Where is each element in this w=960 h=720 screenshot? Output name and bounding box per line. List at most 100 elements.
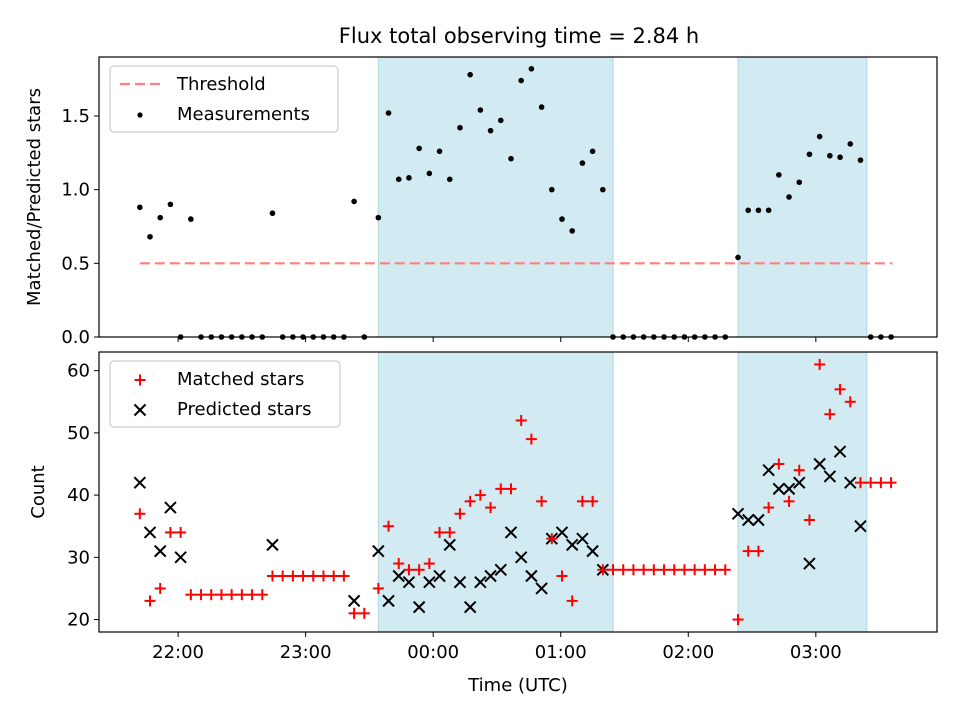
matched-star-marker (175, 526, 187, 538)
predicted-star-marker (133, 476, 147, 489)
y-tick-label: 1.5 (61, 106, 90, 127)
cross-stroke-b (484, 569, 497, 583)
predicted-star-marker (412, 600, 426, 614)
cross-stroke-b (844, 476, 857, 489)
cross-stroke-b (266, 538, 279, 552)
measurement-point (589, 148, 596, 155)
measurement-point (755, 207, 762, 214)
cross-stroke-b (833, 445, 847, 458)
matched-star-marker (454, 508, 466, 520)
measurement-point (847, 141, 854, 147)
cross-stroke-b (382, 594, 395, 608)
measurement-point (745, 207, 752, 214)
measurement-point (457, 124, 463, 131)
matched-star-marker (185, 589, 197, 601)
matched-star-marker (383, 520, 395, 532)
matched-star-marker (215, 589, 227, 601)
matched-star-marker (752, 545, 764, 557)
bottom-panel: 20 30 40 50 60 22:00 23:00 00:00 01:00 02:00 03:0… (28, 351, 938, 696)
measurement-point (188, 216, 194, 222)
x-axis-label: Time (UTC) (467, 675, 568, 696)
matched-star-marker (607, 564, 619, 576)
predicted-star-marker (382, 594, 395, 608)
legend-predicted-label: Predicted stars (177, 399, 311, 420)
predicted-star-marker (752, 513, 765, 527)
bottom-legend: Matched stars Predicted stars (109, 360, 341, 428)
top-axes-frame (98, 56, 938, 338)
matched-star-marker (648, 564, 660, 576)
legend-predicted-swatch (133, 403, 147, 417)
predicted-star-marker (402, 576, 416, 589)
matched-star-marker (658, 564, 670, 576)
measurement-point (549, 186, 555, 193)
predicted-star-marker (504, 526, 518, 539)
matched-star-marker (393, 558, 405, 570)
matched-star-marker (505, 483, 517, 495)
matched-star-marker (719, 564, 731, 576)
matched-star-marker (576, 495, 588, 507)
predicted-star-marker (803, 557, 816, 570)
observing-span (737, 56, 868, 338)
predicted-star-marker (525, 569, 538, 583)
cross-stroke-b (423, 576, 436, 589)
measurement-point (477, 107, 484, 113)
bottom-legend-box (109, 360, 341, 428)
cross-stroke-b (772, 482, 786, 496)
measurement-point (167, 201, 174, 208)
matched-star-marker (515, 414, 527, 426)
matched-star-marker (154, 582, 166, 594)
matched-star-marker (668, 564, 680, 576)
predicted-star-marker (566, 538, 579, 552)
y-tick-label: 20 (67, 610, 90, 631)
measurement-point (406, 175, 412, 181)
y-tick-label: 1.0 (61, 180, 90, 201)
matched-star-marker (266, 570, 278, 582)
top-legend-box (109, 65, 339, 133)
matched-star-marker (732, 614, 744, 626)
matched-star-marker (536, 495, 548, 507)
matched-star-marker (875, 477, 887, 489)
matched-star-marker (525, 433, 537, 445)
cross-stroke-b (372, 544, 385, 558)
predicted-star-marker (823, 470, 837, 483)
y-tick-label: 0.0 (61, 327, 90, 348)
cross-stroke-b (742, 513, 755, 527)
cross-stroke-b (823, 470, 837, 483)
measurement-point (137, 204, 143, 211)
measurement-point (600, 186, 606, 193)
predicted-star-marker (143, 526, 157, 539)
measurement-point (497, 117, 504, 124)
cross-stroke-b (586, 544, 599, 558)
matched-star-marker (474, 489, 486, 501)
matched-star-marker (803, 514, 815, 526)
legend-matched-label: Matched stars (177, 369, 304, 390)
measurement-point (395, 176, 402, 183)
predicted-star-marker (514, 551, 528, 564)
cross-stroke-b (402, 576, 416, 589)
cross-stroke-b (793, 476, 806, 489)
matched-star-marker (444, 526, 456, 538)
measurement-points (137, 65, 894, 340)
predicted-star-marker (453, 576, 467, 589)
matched-star-marker (699, 564, 711, 576)
matched-star-marker (587, 495, 599, 507)
predicted-star-marker (484, 569, 497, 583)
x-tick-label: 03:00 (790, 642, 842, 663)
matched-star-marker (814, 358, 826, 370)
cross-stroke-b (576, 532, 589, 545)
cross-stroke-b (525, 569, 538, 583)
predicted-star-marker (154, 544, 167, 558)
matched-star-marker (678, 564, 690, 576)
predicted-star-marker (463, 600, 477, 614)
legend-matched-marker (134, 374, 146, 386)
bottom-shaded-spans (377, 351, 868, 633)
matched-star-marker (205, 589, 217, 601)
x-tick-label: 01:00 (535, 642, 587, 663)
predicted-stars-points (133, 445, 867, 614)
measurement-point (467, 71, 473, 78)
predicted-star-marker (474, 576, 487, 589)
matched-star-marker (338, 570, 350, 582)
measurement-point (786, 194, 792, 200)
matched-star-marker (793, 464, 805, 476)
